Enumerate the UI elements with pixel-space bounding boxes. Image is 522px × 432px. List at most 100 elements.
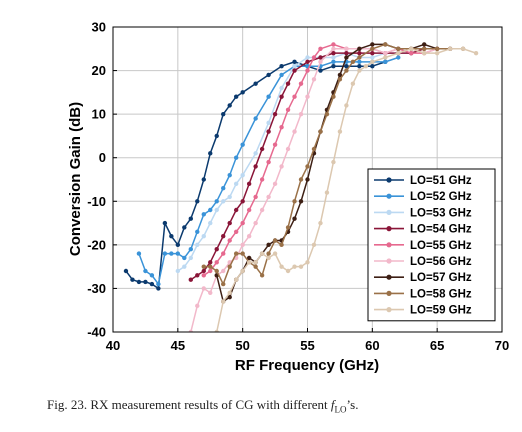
data-point [246, 233, 252, 239]
legend-label: LO=56 GHz [410, 256, 472, 268]
data-point [292, 216, 297, 221]
data-point [434, 50, 440, 56]
data-point [357, 68, 362, 73]
legend-label: LO=51 GHz [410, 175, 472, 187]
data-point [292, 59, 297, 65]
x-tick-label: 65 [430, 338, 444, 353]
data-point [279, 64, 284, 69]
data-point [246, 255, 252, 261]
legend-swatch-marker [386, 177, 392, 183]
data-point [182, 225, 187, 230]
x-axis-label: RF Frequency (GHz) [235, 357, 379, 374]
data-point [266, 72, 271, 78]
data-point [337, 72, 343, 78]
caption-prefix: Fig. 23. RX measurement results of CG wi… [47, 397, 331, 412]
data-point [305, 55, 310, 60]
data-point [208, 207, 213, 213]
data-point [298, 177, 304, 182]
data-point [253, 194, 258, 200]
data-point [292, 94, 297, 99]
data-point [272, 238, 278, 243]
data-point [253, 164, 258, 169]
data-point [227, 194, 232, 200]
y-axis-label: Conversion Gain (dB) [67, 102, 84, 256]
data-point [143, 268, 148, 274]
data-point [221, 268, 226, 274]
data-point [266, 194, 271, 200]
data-point [337, 77, 343, 82]
data-point [201, 233, 206, 239]
data-point [318, 68, 323, 73]
data-point [318, 129, 323, 134]
data-point [233, 277, 239, 282]
data-point [279, 85, 284, 91]
data-point [259, 146, 265, 152]
data-point [195, 199, 200, 204]
data-point [266, 159, 271, 165]
data-point [350, 81, 356, 86]
y-tick-label: -20 [87, 237, 106, 252]
data-point [208, 290, 213, 295]
data-point [285, 107, 291, 112]
data-point [344, 50, 349, 56]
data-point [214, 207, 219, 213]
data-point [162, 251, 168, 256]
data-point [201, 264, 206, 269]
data-point [331, 50, 336, 56]
data-point [305, 94, 310, 99]
series-9 [214, 46, 479, 332]
data-point [195, 229, 200, 234]
data-point [279, 242, 284, 248]
data-point [305, 59, 310, 65]
data-point [292, 199, 297, 204]
data-point [370, 42, 375, 47]
data-point [350, 59, 356, 65]
data-point [292, 129, 297, 134]
data-point [279, 72, 284, 78]
data-point [208, 220, 213, 226]
y-tick-label: 20 [92, 63, 106, 78]
data-point [188, 247, 193, 252]
legend-swatch-marker [386, 274, 392, 280]
data-point [383, 59, 388, 65]
data-point [233, 181, 239, 187]
data-point [240, 251, 245, 256]
data-point [272, 251, 278, 256]
data-point [253, 260, 258, 265]
data-point [331, 55, 336, 60]
y-tick-label: 0 [99, 150, 106, 165]
data-point [130, 277, 135, 282]
data-point [266, 251, 271, 256]
legend-item: LO=52 GHz [374, 191, 472, 203]
y-tick-label: -40 [87, 325, 106, 340]
data-point [422, 46, 427, 51]
data-point [195, 303, 200, 309]
data-point [331, 159, 336, 165]
x-tick-label: 55 [300, 338, 314, 353]
data-point [357, 59, 362, 65]
legend-swatch-marker [386, 209, 392, 215]
data-point [240, 199, 245, 204]
data-point [259, 251, 265, 256]
series-8 [201, 42, 466, 287]
legend-label: LO=59 GHz [410, 305, 472, 317]
data-point [156, 286, 161, 291]
data-point [195, 273, 200, 278]
data-point [344, 46, 349, 51]
data-point [259, 207, 265, 213]
data-point [279, 125, 284, 130]
data-point [305, 260, 310, 265]
legend-swatch-marker [386, 242, 392, 248]
data-point [214, 260, 219, 265]
data-point [305, 164, 310, 169]
legend-item: LO=56 GHz [374, 256, 472, 268]
data-point [221, 199, 226, 204]
data-point [188, 277, 193, 282]
data-point [221, 233, 226, 239]
data-point [246, 260, 252, 265]
data-point [227, 294, 232, 300]
data-point [383, 50, 388, 56]
legend-item: LO=59 GHz [374, 305, 472, 317]
data-point [233, 251, 239, 256]
